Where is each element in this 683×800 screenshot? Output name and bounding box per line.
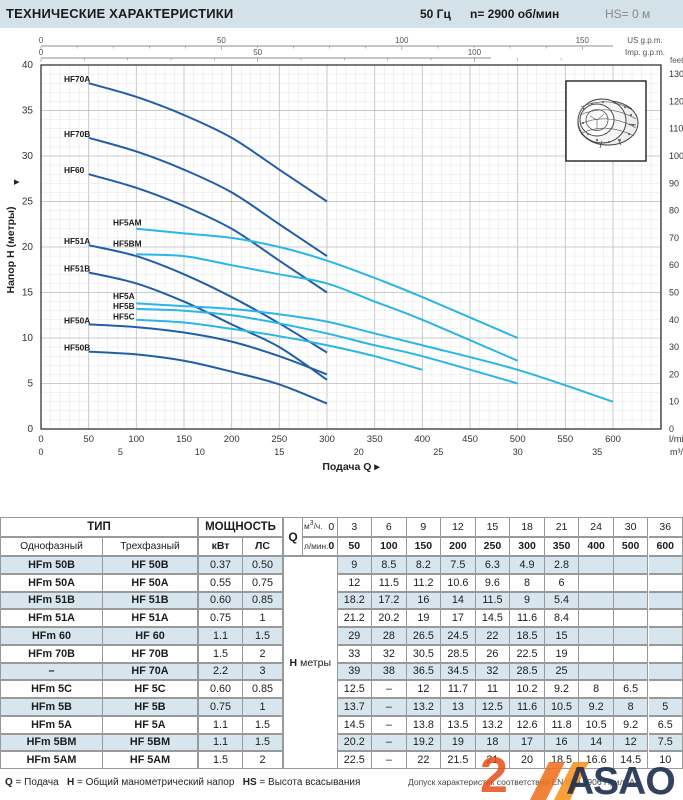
svg-text:25: 25: [433, 447, 443, 457]
svg-text:HF5B: HF5B: [113, 301, 135, 311]
svg-text:100: 100: [395, 36, 409, 45]
svg-text:60: 60: [669, 260, 679, 270]
svg-text:100: 100: [128, 434, 144, 445]
svg-text:Подача Q ▸: Подача Q ▸: [322, 461, 380, 473]
svg-text:Напор Н (метры): Напор Н (метры): [5, 207, 17, 294]
svg-text:80: 80: [669, 206, 679, 216]
svg-text:550: 550: [557, 434, 573, 445]
svg-text:10: 10: [22, 333, 34, 344]
svg-text:300: 300: [319, 434, 335, 445]
svg-text:120: 120: [669, 96, 683, 106]
svg-text:350: 350: [367, 434, 383, 445]
svg-text:110: 110: [669, 124, 683, 134]
svg-text:0: 0: [39, 48, 44, 57]
svg-text:m³/h: m³/h: [670, 447, 683, 457]
svg-text:90: 90: [669, 178, 679, 188]
svg-text:HF50A: HF50A: [64, 315, 90, 325]
svg-text:100: 100: [468, 48, 482, 57]
svg-text:HF70B: HF70B: [64, 129, 90, 139]
svg-text:0: 0: [27, 424, 33, 435]
svg-text:Imp. g.p.m.: Imp. g.p.m.: [625, 48, 665, 57]
svg-text:100: 100: [669, 151, 683, 161]
svg-text:40: 40: [669, 315, 679, 325]
svg-text:HF5C: HF5C: [113, 311, 135, 321]
svg-text:150: 150: [576, 36, 590, 45]
svg-text:US g.p.m.: US g.p.m.: [627, 36, 663, 45]
svg-text:130: 130: [669, 69, 683, 79]
svg-text:600: 600: [605, 434, 621, 445]
svg-text:10: 10: [195, 447, 205, 457]
svg-text:450: 450: [462, 434, 478, 445]
svg-text:HF60: HF60: [64, 165, 85, 175]
svg-text:30: 30: [513, 447, 523, 457]
svg-text:▸: ▸: [14, 176, 20, 188]
svg-text:HF51B: HF51B: [64, 264, 90, 274]
svg-text:50: 50: [253, 48, 262, 57]
svg-text:2: 2: [480, 750, 508, 800]
svg-text:0: 0: [38, 447, 43, 457]
svg-text:70: 70: [669, 233, 679, 243]
svg-text:35: 35: [592, 447, 602, 457]
svg-text:5: 5: [27, 379, 33, 390]
svg-text:HF5BM: HF5BM: [113, 238, 142, 248]
svg-text:20: 20: [354, 447, 364, 457]
svg-text:5: 5: [118, 447, 123, 457]
svg-text:500: 500: [510, 434, 526, 445]
svg-text:15: 15: [274, 447, 284, 457]
svg-text:200: 200: [224, 434, 240, 445]
svg-text:35: 35: [22, 106, 34, 117]
svg-text:15: 15: [22, 288, 34, 299]
svg-text:0: 0: [669, 424, 674, 434]
svg-text:250: 250: [271, 434, 287, 445]
svg-text:HF51A: HF51A: [64, 236, 90, 246]
svg-text:0: 0: [39, 36, 44, 45]
svg-text:150: 150: [176, 434, 192, 445]
svg-text:HF50B: HF50B: [64, 343, 90, 353]
svg-text:30: 30: [669, 342, 679, 352]
svg-text:HF70A: HF70A: [64, 74, 90, 84]
svg-text:400: 400: [414, 434, 430, 445]
svg-text:40: 40: [22, 60, 34, 71]
svg-text:30: 30: [22, 151, 34, 162]
svg-text:0: 0: [38, 434, 43, 445]
svg-text:25: 25: [22, 197, 34, 208]
svg-text:50: 50: [669, 288, 679, 298]
svg-text:50: 50: [217, 36, 226, 45]
svg-text:20: 20: [22, 242, 34, 253]
svg-text:50: 50: [83, 434, 94, 445]
svg-text:10: 10: [669, 397, 679, 407]
svg-text:l/min: l/min: [669, 434, 683, 445]
svg-text:HF5A: HF5A: [113, 291, 135, 301]
svg-text:feet: feet: [670, 56, 683, 65]
svg-text:ASAO: ASAO: [566, 760, 675, 800]
svg-text:HF5AM: HF5AM: [113, 217, 142, 227]
svg-text:20: 20: [669, 369, 679, 379]
